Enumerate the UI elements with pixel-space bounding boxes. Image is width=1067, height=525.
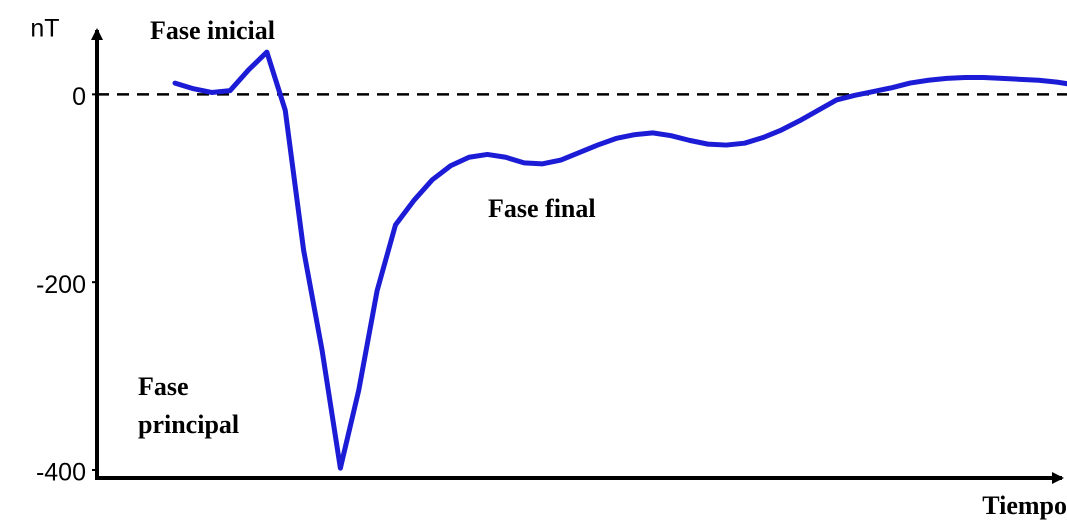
data-line bbox=[172, 49, 1067, 471]
annotation: Fase inicial bbox=[150, 16, 275, 45]
y-axis-label: nT bbox=[30, 15, 59, 43]
y-tick-label: 0 bbox=[72, 83, 86, 111]
annotation: Fase final bbox=[488, 194, 596, 223]
y-tick-label: -200 bbox=[36, 271, 86, 299]
y-tick-label: -400 bbox=[36, 459, 86, 487]
annotation: Fase principal bbox=[138, 372, 240, 439]
x-axis-label: Tiempo bbox=[982, 491, 1067, 520]
